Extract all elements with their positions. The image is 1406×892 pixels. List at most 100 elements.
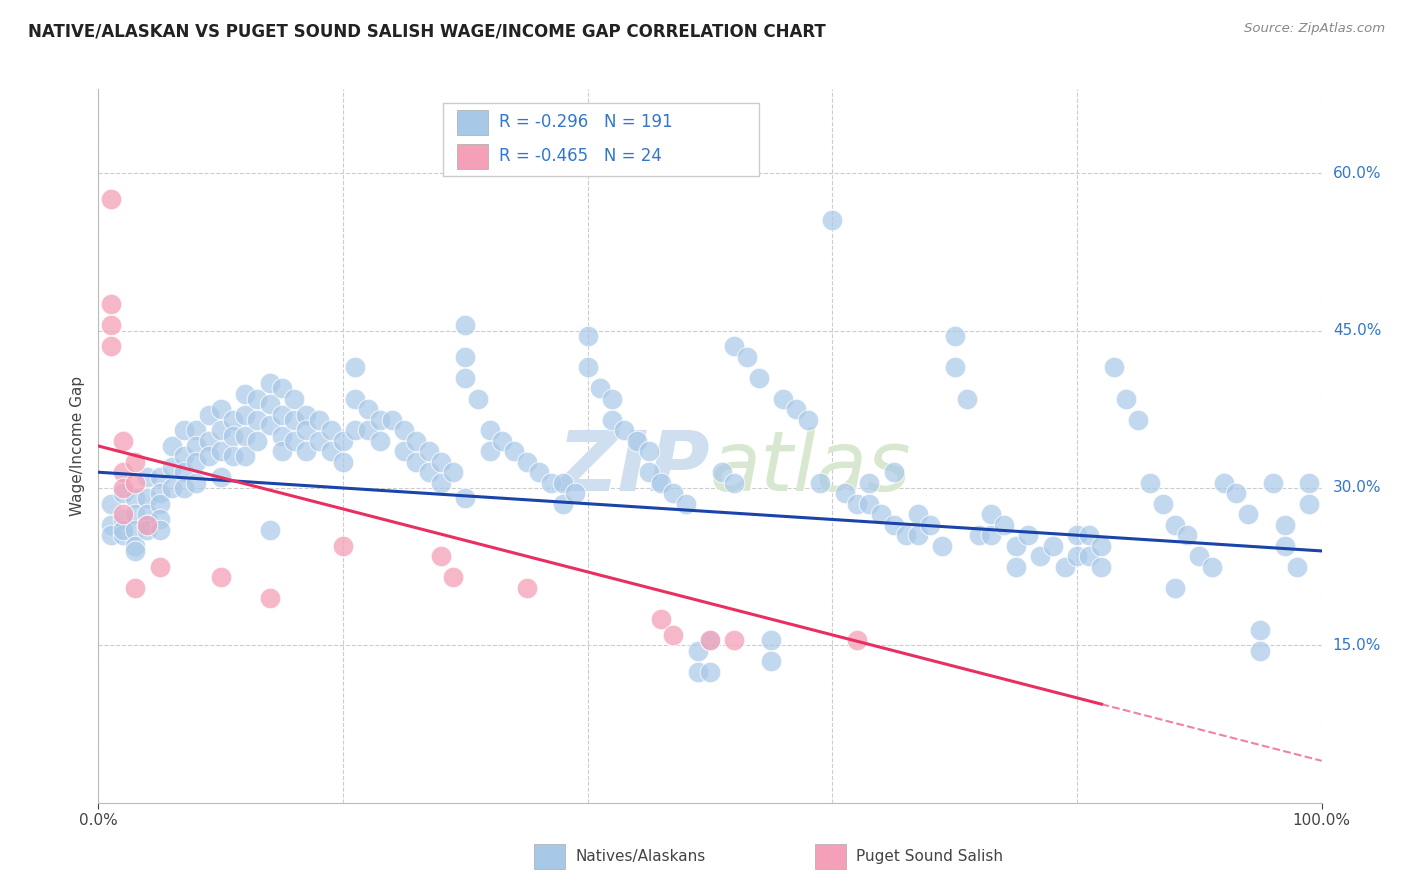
Point xyxy=(344,360,367,375)
Point xyxy=(1042,539,1064,553)
Point xyxy=(209,402,232,417)
Point xyxy=(711,465,734,479)
Point xyxy=(197,434,219,448)
Point xyxy=(454,350,477,364)
Point xyxy=(100,339,122,353)
Point xyxy=(834,486,856,500)
Point xyxy=(197,408,219,422)
Point xyxy=(748,371,770,385)
Point xyxy=(1164,517,1187,532)
Point xyxy=(441,570,464,584)
Point xyxy=(246,392,269,406)
Point xyxy=(858,475,880,490)
Point xyxy=(100,497,122,511)
Point xyxy=(1188,549,1211,564)
Point xyxy=(723,475,745,490)
Point xyxy=(100,318,122,333)
Point xyxy=(111,507,134,521)
Point xyxy=(246,413,269,427)
Point xyxy=(662,628,685,642)
Point xyxy=(209,444,232,458)
Point xyxy=(1090,539,1112,553)
Point xyxy=(209,570,232,584)
Text: R = -0.296   N = 191: R = -0.296 N = 191 xyxy=(499,113,672,131)
Point xyxy=(430,549,453,564)
Point xyxy=(1029,549,1052,564)
Point xyxy=(686,665,709,679)
Point xyxy=(209,470,232,484)
Point xyxy=(295,408,318,422)
Point xyxy=(270,444,294,458)
Y-axis label: Wage/Income Gap: Wage/Income Gap xyxy=(70,376,86,516)
Point xyxy=(332,455,354,469)
Point xyxy=(600,392,623,406)
Point xyxy=(1274,517,1296,532)
Point xyxy=(283,392,305,406)
Point xyxy=(1298,497,1320,511)
Point xyxy=(576,360,599,375)
Text: 15.0%: 15.0% xyxy=(1333,638,1381,653)
Point xyxy=(233,450,256,464)
Point xyxy=(344,423,367,437)
Point xyxy=(1274,539,1296,553)
Point xyxy=(111,528,134,542)
Text: ZIP: ZIP xyxy=(557,427,710,508)
Point xyxy=(222,450,245,464)
Point xyxy=(186,439,208,453)
Point xyxy=(723,633,745,648)
Point xyxy=(1128,413,1150,427)
Point xyxy=(233,428,256,442)
Point xyxy=(1078,528,1101,542)
Point xyxy=(233,408,256,422)
Point xyxy=(111,465,134,479)
Point xyxy=(270,408,294,422)
Point xyxy=(430,455,453,469)
Point xyxy=(124,581,146,595)
Point xyxy=(259,523,281,537)
Point xyxy=(259,376,281,390)
Point xyxy=(637,444,661,458)
Point xyxy=(1249,623,1271,637)
Point xyxy=(626,434,648,448)
Point xyxy=(956,392,979,406)
Text: NATIVE/ALASKAN VS PUGET SOUND SALISH WAGE/INCOME GAP CORRELATION CHART: NATIVE/ALASKAN VS PUGET SOUND SALISH WAG… xyxy=(28,22,825,40)
Point xyxy=(515,455,537,469)
Point xyxy=(319,444,342,458)
Point xyxy=(100,517,122,532)
Point xyxy=(222,428,245,442)
Point xyxy=(797,413,820,427)
Point xyxy=(149,470,172,484)
Point xyxy=(1090,559,1112,574)
Point xyxy=(821,213,844,227)
Text: 30.0%: 30.0% xyxy=(1333,481,1381,495)
Point xyxy=(785,402,807,417)
Point xyxy=(308,434,330,448)
Point xyxy=(699,665,721,679)
Point xyxy=(686,643,709,657)
Point xyxy=(1115,392,1137,406)
Point xyxy=(160,481,183,495)
Point xyxy=(1053,559,1076,574)
Text: 45.0%: 45.0% xyxy=(1333,323,1381,338)
Point xyxy=(1212,475,1234,490)
Point xyxy=(160,460,183,475)
Point xyxy=(980,507,1002,521)
Point xyxy=(858,497,880,511)
Point xyxy=(600,413,623,427)
Point xyxy=(368,413,391,427)
Point xyxy=(1066,528,1088,542)
Point xyxy=(478,444,501,458)
Point xyxy=(503,444,526,458)
Point xyxy=(723,339,745,353)
Point xyxy=(943,360,966,375)
Point xyxy=(920,517,942,532)
Point xyxy=(870,507,893,521)
Point xyxy=(100,528,122,542)
Point xyxy=(124,475,146,490)
Point xyxy=(392,423,416,437)
Point xyxy=(111,523,134,537)
Point xyxy=(149,497,172,511)
Point xyxy=(405,455,427,469)
Point xyxy=(1175,528,1198,542)
Point xyxy=(1139,475,1161,490)
